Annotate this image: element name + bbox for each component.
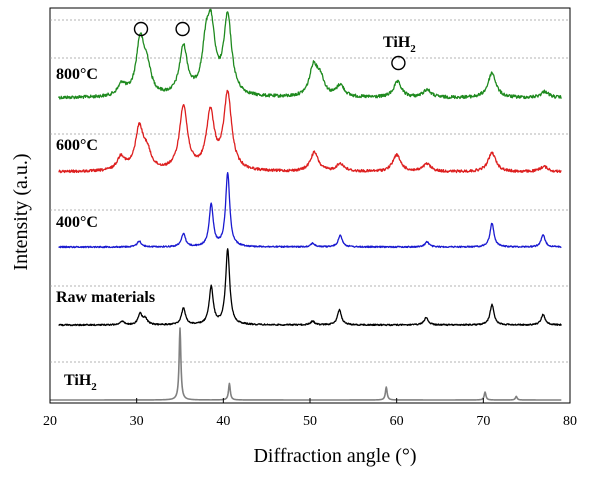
- series-label-3: Raw materials: [56, 289, 155, 306]
- phase-marker-circle: [175, 21, 190, 37]
- x-tick-label: 60: [390, 414, 404, 429]
- series-label-2: 400°C: [56, 214, 98, 231]
- x-tick-label: 80: [563, 414, 577, 429]
- x-tick-label: 30: [130, 414, 144, 429]
- x-tick-label: 50: [303, 414, 317, 429]
- phase-markers: TiH2: [133, 21, 416, 71]
- series-line-4: [49, 327, 562, 401]
- series-label-1: 600°C: [56, 137, 98, 154]
- series-labels: 800°C 600°C 400°C Raw materials TiH2: [56, 66, 155, 393]
- series-line-2: [58, 172, 562, 249]
- grid-lines: [50, 19, 570, 363]
- series-line-1: [58, 89, 562, 174]
- x-axis-label: Diffraction angle (°): [253, 445, 416, 467]
- phase-marker-circle: [133, 21, 149, 37]
- plot-frame: [49, 7, 571, 404]
- series-label-0: 800°C: [56, 66, 98, 83]
- x-tick-label: 40: [216, 414, 230, 429]
- x-tick-label: 70: [476, 414, 490, 429]
- series-line-3: [58, 248, 562, 327]
- series-line-0: [58, 8, 562, 100]
- x-tick-label: 20: [43, 414, 57, 429]
- series-label-4: TiH2: [64, 372, 97, 393]
- plot-border: [49, 7, 571, 404]
- y-axis-label: Intensity (a.u.): [10, 153, 32, 270]
- series-traces: [49, 8, 562, 401]
- marker-phase-label: TiH2: [383, 34, 416, 55]
- phase-marker-circle: [391, 55, 406, 71]
- x-axis-ticks: 20 30 40 50 60 70 80: [43, 398, 577, 429]
